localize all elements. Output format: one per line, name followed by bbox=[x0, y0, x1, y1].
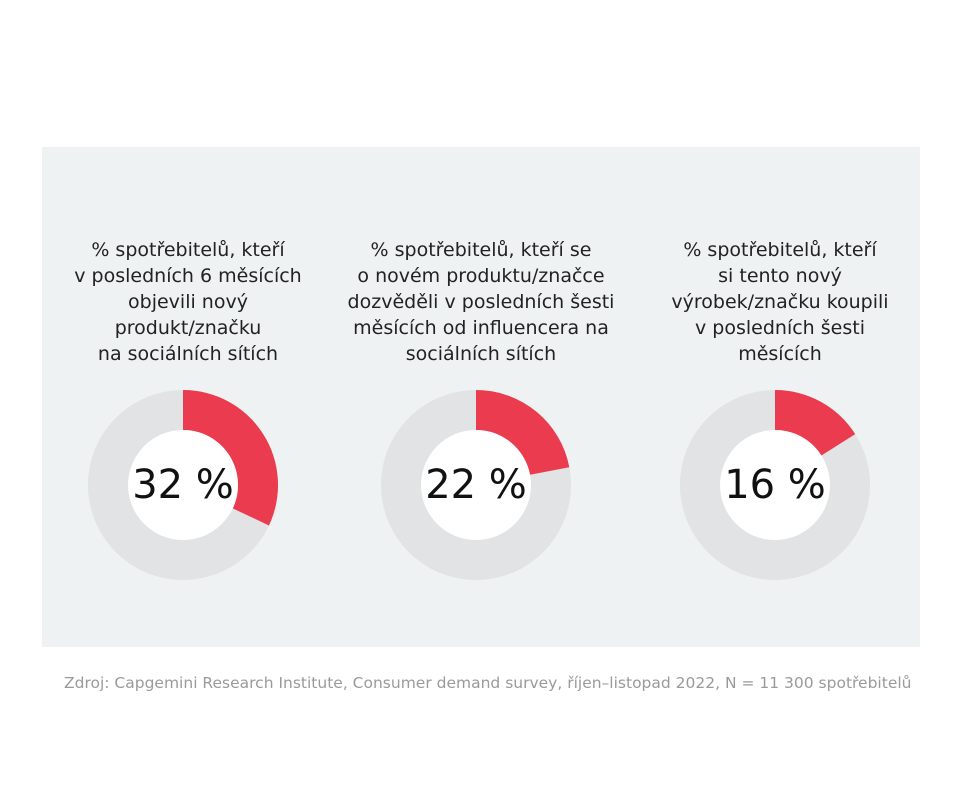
donut-card-2: % spotřebitelů, kteří se o novém produkt… bbox=[335, 147, 627, 647]
donut-svg-3 bbox=[680, 390, 870, 580]
donut-value-label-3: 16 % bbox=[724, 462, 826, 508]
donut-svg-1 bbox=[88, 390, 278, 580]
donut-card-1: % spotřebitelů, kteří v posledních 6 měs… bbox=[42, 147, 334, 647]
donut-slice-1 bbox=[183, 390, 278, 526]
donut-title-2: % spotřebitelů, kteří se o novém produkt… bbox=[347, 239, 615, 365]
donut-chart-2: 22 % bbox=[381, 390, 571, 580]
donut-title-1: % spotřebitelů, kteří v posledních 6 měs… bbox=[74, 239, 302, 365]
donut-hole-2 bbox=[421, 430, 531, 540]
donut-title-3: % spotřebitelů, kteří si tento nový výro… bbox=[671, 239, 889, 365]
donut-chart-1: 32 % bbox=[88, 390, 278, 580]
donut-chart-3: 16 % bbox=[680, 390, 870, 580]
donut-slice-3 bbox=[775, 390, 856, 456]
donut-card-3: % spotřebitelů, kteří si tento nový výro… bbox=[634, 147, 926, 647]
donut-slice-2 bbox=[476, 390, 570, 475]
donut-value-label-1: 32 % bbox=[132, 462, 234, 508]
donut-hole-1 bbox=[128, 430, 238, 540]
donut-value-label-2: 22 % bbox=[425, 462, 527, 508]
donut-svg-2 bbox=[381, 390, 571, 580]
source-note: Zdroj: Capgemini Research Institute, Con… bbox=[64, 674, 912, 692]
donut-hole-3 bbox=[720, 430, 830, 540]
chart-panel: % spotřebitelů, kteří v posledních 6 měs… bbox=[42, 147, 920, 647]
